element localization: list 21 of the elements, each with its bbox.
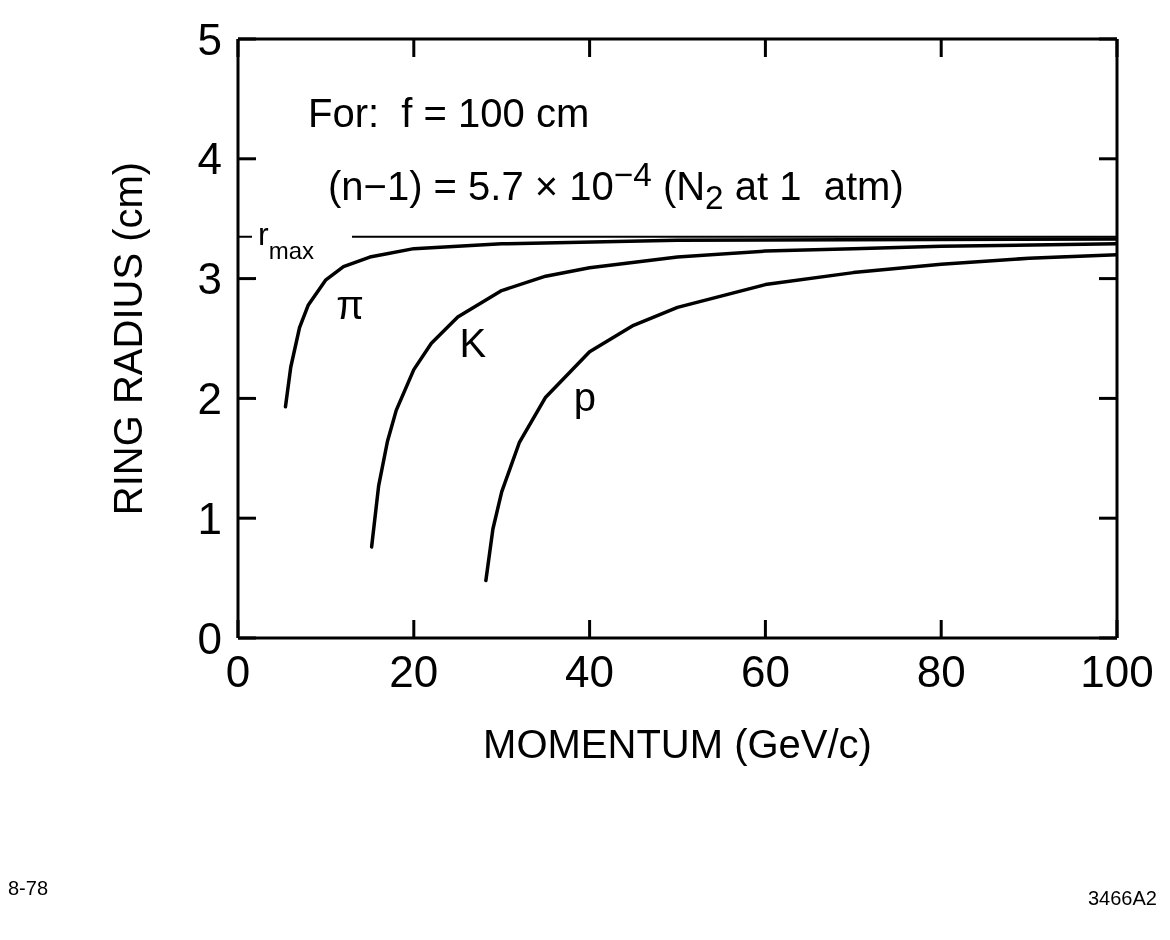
ref-line-label: r$_{max}$ [258,215,314,264]
x-tick-label: 60 [740,647,790,697]
x-tick-label: 40 [565,647,615,697]
legend-label: π [336,282,364,327]
text: 8-78 [8,877,49,899]
y-tick-label: 2 [197,374,222,424]
series-label: p [573,375,596,420]
annotation: For: f = 100 cm [308,91,590,135]
x-tick-label: 100 [1080,647,1154,697]
y-tick-label: 4 [197,134,222,184]
series-label: K [459,321,487,366]
y-axis-title: RING RADIUS (cm) [106,161,151,516]
annotation: (n−1) = 5.7 × 10$^{−4}$ (N$_{2}$ at 1 atm) [328,156,904,217]
y-tick-label: 0 [197,613,222,663]
y-tick-label: 3 [197,254,222,304]
x-axis-title: MOMENTUM (GeV/c) [483,722,872,766]
y-tick-label: 1 [197,493,222,543]
x-tick-label: 20 [389,647,439,697]
x-tick-label: 80 [916,647,966,697]
text: 3466A2 [1088,887,1157,909]
y-tick-label: 5 [197,14,222,64]
